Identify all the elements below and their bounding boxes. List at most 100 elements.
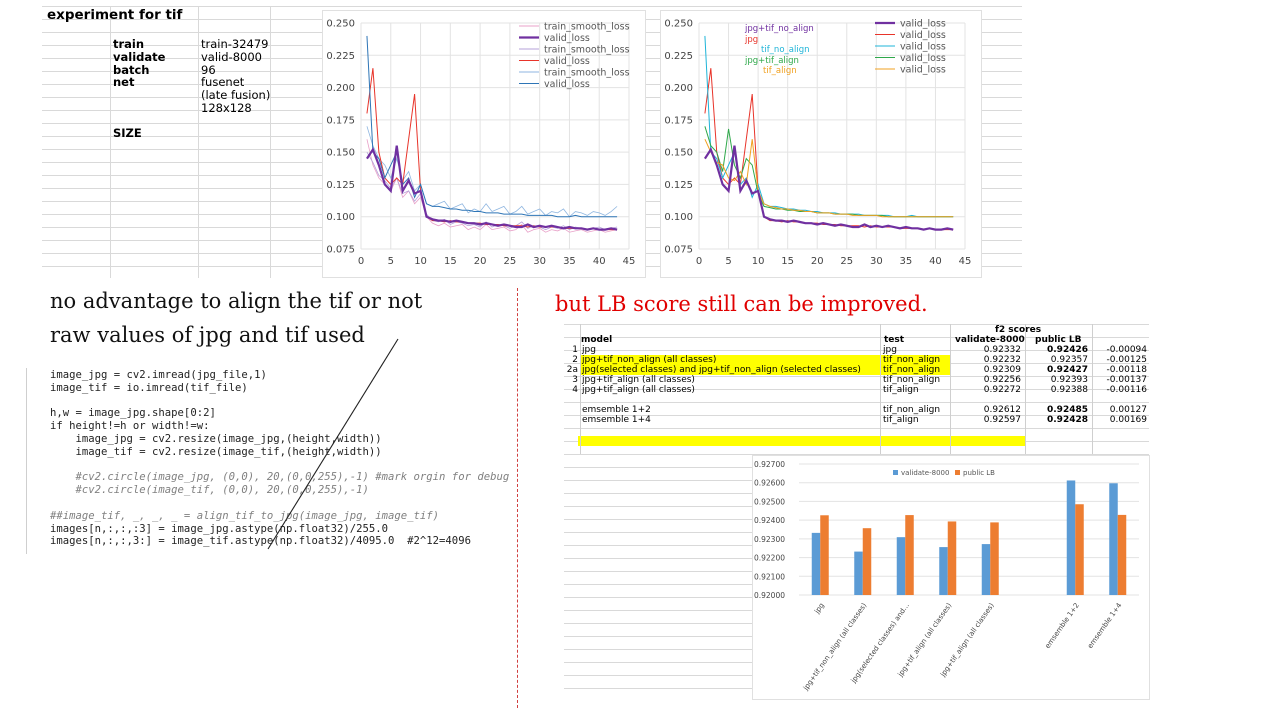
y-tick-label: 0.200 — [326, 83, 355, 94]
y-tick-label: 0.92300 — [754, 535, 785, 544]
code-block: image_jpg = cv2.imread(jpg_file,1) image_… — [50, 369, 509, 548]
row-id: 2 — [572, 355, 578, 365]
experiment-row-label: batch — [113, 62, 150, 77]
y-tick-label: 0.92500 — [754, 497, 785, 506]
col-validate: validate-8000 — [955, 335, 1025, 345]
row-model: emsemble 1+2 — [582, 405, 651, 415]
y-tick-label: 0.92200 — [754, 554, 785, 563]
code-line: images[n,:,:,:3] = image_jpg.astype(np.f… — [50, 522, 389, 535]
table-row: 3 jpg+tif_align (all classes) tif_non_alig… — [564, 375, 1149, 385]
row-public-lb: 0.92428 — [1047, 415, 1088, 425]
row-id: 3 — [572, 375, 578, 385]
bar — [854, 551, 863, 595]
dashed-separator — [517, 288, 518, 708]
x-tick-label: 10 — [752, 256, 765, 267]
y-tick-label: 0.225 — [664, 51, 693, 62]
series-line — [704, 139, 954, 218]
experiment-title: experiment for tif — [47, 7, 183, 23]
x-tick-label: 40 — [929, 256, 942, 267]
annotation-label: tif_align — [763, 66, 797, 76]
legend-label: validate-8000 — [901, 469, 949, 477]
x-tick-label: 40 — [593, 256, 606, 267]
code-line: h,w = image_jpg.shape[0:2] — [50, 407, 216, 420]
x-tick-label: emsemble 1+2 — [1044, 602, 1081, 650]
row-public-lb: 0.92388 — [1050, 385, 1088, 395]
table-row: 4 jpg+tif_align (all classes) tif_align 0.9… — [564, 385, 1149, 395]
row-validate: 0.92612 — [983, 405, 1021, 415]
bar — [981, 544, 991, 595]
row-validate: 0.92332 — [983, 345, 1021, 355]
annotation-label: jpg — [744, 35, 758, 45]
annotation-label: jpg+tif_no_align — [744, 24, 814, 34]
table-row: emsemble 1+2 tif_non_align 0.92612 0.92485 0… — [564, 405, 1149, 415]
annotation-label: jpg+tif_align — [744, 56, 799, 66]
y-tick-label: 0.92600 — [754, 479, 785, 488]
row-id: 4 — [572, 385, 578, 395]
legend-label: valid_loss — [900, 30, 946, 41]
experiment-row-label: net — [113, 75, 135, 90]
code-line: #cv2.circle(image_jpg, (0,0), 20,(0,0,25… — [50, 471, 510, 484]
code-line: ##image_tif, _, _, _ = align_tif_to_jpg(… — [50, 509, 440, 522]
experiment-row-label: train — [113, 37, 145, 51]
legend-label: valid_loss — [900, 42, 946, 53]
col-model: model — [581, 335, 613, 345]
code-line: images[n,:,:,3:] = image_tif.astype(np.f… — [50, 535, 471, 548]
row-public-lb: 0.92357 — [1050, 355, 1088, 365]
x-tick-label: 20 — [811, 256, 824, 267]
experiment-row-value: train-32479 — [201, 37, 269, 51]
legend-label: valid_loss — [900, 53, 946, 64]
legend-swatch — [893, 470, 898, 475]
row-id: 1 — [572, 345, 578, 355]
table-row: emsemble 1+4 tif_align 0.92597 0.92428 0.001… — [564, 415, 1149, 425]
y-tick-label: 0.150 — [326, 148, 355, 159]
row-test: tif_non_align — [883, 355, 941, 365]
row-test: jpg — [883, 345, 897, 355]
pen-stroke — [267, 338, 399, 550]
table-row: 2 jpg+tif_non_align (all classes) tif_non_… — [564, 355, 1149, 365]
experiment-row-value: (late fusion) — [201, 88, 271, 103]
series-line — [366, 35, 618, 218]
x-tick-label: emsemble 1+4 — [1086, 601, 1124, 650]
bar — [1117, 514, 1127, 595]
legend-label: valid_loss — [544, 79, 590, 90]
row-validate: 0.92256 — [983, 375, 1021, 385]
x-tick-label: 35 — [900, 256, 913, 267]
code-gutter — [26, 368, 27, 554]
row-test: tif_non_align — [883, 365, 941, 375]
x-tick-label: 10 — [414, 256, 427, 267]
x-tick-label: 45 — [623, 256, 636, 267]
x-tick-label: 30 — [870, 256, 883, 267]
y-tick-label: 0.125 — [326, 180, 355, 191]
experiment-row-value: fusenet — [201, 75, 245, 90]
y-tick-label: 0.175 — [326, 115, 355, 126]
y-tick-label: 0.125 — [664, 180, 693, 191]
code-line: if height!=h or width!=w: — [50, 420, 210, 433]
legend-label: valid_loss — [544, 56, 590, 67]
loss-chart-1-svg: 0.075 0.100 0.125 0.150 0.175 0.200 0.225 0.250… — [326, 19, 636, 268]
x-tick-label: 0 — [358, 256, 364, 267]
y-tick-label: 0.175 — [664, 115, 693, 126]
size-label: SIZE — [113, 126, 142, 140]
table-row: 2a jpg(selected classes) and jpg+tif_non_… — [564, 365, 1149, 375]
bar-chart-svg: 0.92700 0.92600 0.92500 0.92400 0.92300 0.922… — [754, 460, 1139, 693]
row-model: jpg+tif_align (all classes) — [582, 375, 695, 385]
legend-label: train_smooth_loss — [544, 45, 630, 56]
row-model: jpg+tif_align (all classes) — [582, 385, 695, 395]
y-tick-label: 0.225 — [326, 51, 355, 62]
y-tick-label: 0.250 — [664, 19, 693, 30]
experiment-row-value: 96 — [201, 62, 216, 77]
x-tick-label: 25 — [840, 256, 853, 267]
y-tick-label: 0.250 — [326, 19, 355, 30]
row-test: tif_non_align — [883, 375, 941, 385]
legend-label: public LB — [963, 469, 995, 477]
bar — [1075, 504, 1084, 595]
y-tick-label: 0.92400 — [754, 516, 785, 525]
row-validate: 0.92309 — [983, 365, 1021, 375]
series-line — [704, 68, 954, 231]
y-tick-label: 0.075 — [664, 245, 693, 256]
heading-lb-improved: but LB score still can be improved. — [555, 292, 928, 316]
x-tick-label: 5 — [388, 256, 394, 267]
scores-group-header: f2 scores — [995, 325, 1042, 335]
x-tick-label: 5 — [725, 256, 731, 267]
row-diff: -0.00125 — [1106, 355, 1147, 365]
